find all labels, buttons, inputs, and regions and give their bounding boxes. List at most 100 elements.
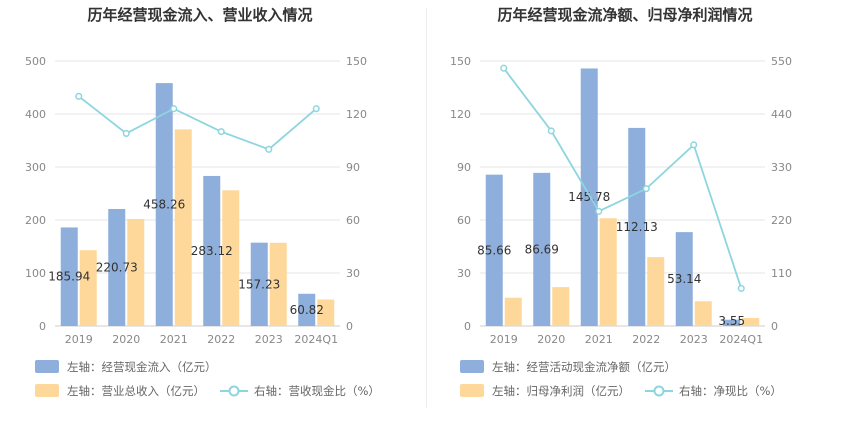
line-point [690, 141, 698, 149]
bar-primary [723, 319, 741, 326]
x-axis-tick-label: 2020 [537, 333, 565, 346]
panel-divider [426, 8, 427, 408]
bar-secondary [647, 257, 665, 326]
right-axis-tick-label: 330 [771, 161, 792, 174]
bar-secondary [317, 299, 335, 326]
bar-secondary [599, 218, 617, 326]
legend-label: 左轴：经营现金流入（亿元） [67, 360, 217, 374]
legend-swatch-marker [653, 385, 665, 397]
x-axis-tick-label: 2024Q1 [719, 333, 763, 346]
bar-primary [108, 209, 126, 326]
legend-label: 左轴：归母净利润（亿元） [492, 384, 630, 398]
left-axis-tick-label: 150 [450, 55, 471, 68]
bar-primary [580, 68, 598, 327]
right-axis-tick-label: 60 [346, 214, 360, 227]
legend-label: 左轴：营业总收入（亿元） [67, 384, 205, 398]
x-axis-tick-label: 2022 [632, 333, 660, 346]
bar-secondary [222, 190, 240, 326]
line-point [500, 64, 508, 72]
line-point [265, 145, 273, 153]
bar-primary [203, 175, 221, 326]
line-point [122, 129, 130, 137]
left-axis-tick-label: 100 [25, 267, 46, 280]
bar-primary [298, 293, 316, 326]
left-axis-tick-label: 0 [464, 320, 471, 333]
bar-secondary [694, 301, 712, 326]
bar-data-label: 86.69 [525, 242, 559, 256]
bar-primary [628, 127, 646, 327]
bar-data-label: 458.26 [143, 198, 185, 212]
bar-secondary [174, 129, 192, 326]
left-axis-tick-label: 30 [457, 267, 471, 280]
x-axis-tick-label: 2022 [207, 333, 235, 346]
legend-swatch [460, 384, 484, 397]
line-point [312, 105, 320, 113]
right-axis-tick-label: 440 [771, 108, 792, 121]
right-axis-tick-label: 120 [346, 108, 367, 121]
line-series [503, 67, 743, 289]
left-axis-tick-label: 200 [25, 214, 46, 227]
bar-secondary [742, 318, 760, 326]
legend-label: 右轴：营收现金比（%） [254, 384, 380, 398]
chart-net-cash-profit: 历年经营现金流净额、归母净利润情况 0 30 60 90 120 150 0 110 220 330… [450, 6, 792, 398]
x-axis-tick-label: 2019 [490, 333, 518, 346]
x-axis-tick-label: 2019 [65, 333, 93, 346]
line-point [737, 284, 745, 292]
line-point [595, 207, 603, 215]
right-axis-tick-label: 550 [771, 55, 792, 68]
line-point [217, 128, 225, 136]
right-axis-tick-label: 0 [346, 320, 353, 333]
right-axis-tick-label: 150 [346, 55, 367, 68]
bar-data-label: 53.14 [667, 272, 701, 286]
bar-data-label: 283.12 [191, 244, 233, 258]
right-axis-tick-label: 30 [346, 267, 360, 280]
x-axis-tick-label: 2020 [112, 333, 140, 346]
x-axis-tick-label: 2021 [160, 333, 188, 346]
bar-data-label: 185.94 [48, 270, 90, 284]
bar-data-label: 157.23 [238, 277, 280, 291]
legend-label: 右轴：净现比（%） [679, 384, 782, 398]
x-axis-tick-label: 2023 [680, 333, 708, 346]
line-point [642, 185, 650, 193]
right-axis-tick-label: 110 [771, 267, 792, 280]
bar-secondary [504, 297, 522, 326]
bar-primary [675, 232, 693, 326]
right-axis-tick-label: 90 [346, 161, 360, 174]
x-axis-tick-label: 2023 [255, 333, 283, 346]
chart-title: 历年经营现金流净额、归母净利润情况 [497, 6, 752, 24]
legend-label: 左轴：经营活动现金流净额（亿元） [492, 360, 676, 374]
left-axis-tick-label: 500 [25, 55, 46, 68]
bar-data-label: 85.66 [477, 243, 511, 257]
chart-cash-inflow-revenue: 历年经营现金流入、营业收入情况 0 100 200 300 400 500 0 30 60 90 12… [25, 6, 380, 398]
bar-data-label: 220.73 [96, 261, 138, 275]
line-point [547, 127, 555, 135]
legend-swatch-marker [228, 385, 240, 397]
bar-secondary [79, 250, 97, 326]
line-point [170, 105, 178, 113]
legend-swatch [460, 360, 484, 373]
bar-data-label: 145.78 [568, 190, 610, 204]
left-axis-tick-label: 120 [450, 108, 471, 121]
legend-swatch [35, 384, 59, 397]
left-axis-tick-label: 0 [39, 320, 46, 333]
right-axis-tick-label: 220 [771, 214, 792, 227]
bar-data-label: 3.55 [718, 314, 745, 328]
bar-primary [533, 172, 551, 326]
right-axis-tick-label: 0 [771, 320, 778, 333]
x-axis-tick-label: 2024Q1 [294, 333, 338, 346]
bar-primary [250, 242, 268, 326]
bar-secondary [127, 218, 145, 326]
bar-primary [60, 227, 78, 326]
bar-secondary [552, 287, 570, 326]
bar-primary [485, 174, 503, 326]
line-point [75, 92, 83, 100]
legend-swatch [35, 360, 59, 373]
left-axis-tick-label: 60 [457, 214, 471, 227]
left-axis-tick-label: 300 [25, 161, 46, 174]
x-axis-tick-label: 2021 [585, 333, 613, 346]
bar-primary [155, 83, 173, 327]
line-series [78, 95, 317, 151]
left-axis-tick-label: 90 [457, 161, 471, 174]
left-axis-tick-label: 400 [25, 108, 46, 121]
bar-data-label: 60.82 [290, 303, 324, 317]
